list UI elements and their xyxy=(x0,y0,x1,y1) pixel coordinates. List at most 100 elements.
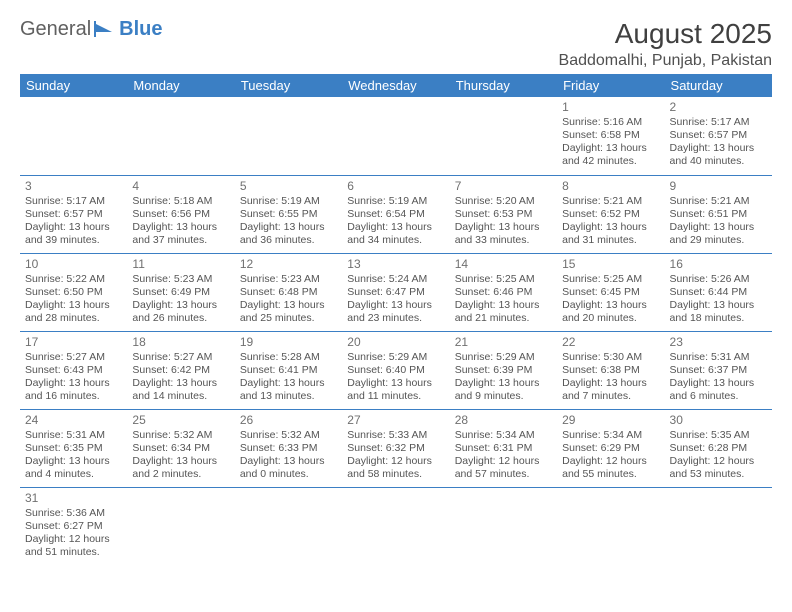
calendar-day: 26Sunrise: 5:32 AMSunset: 6:33 PMDayligh… xyxy=(235,409,342,487)
weekday-header: Sunday xyxy=(20,74,127,97)
calendar-day: 13Sunrise: 5:24 AMSunset: 6:47 PMDayligh… xyxy=(342,253,449,331)
daylight-line: Daylight: 12 hours and 57 minutes. xyxy=(455,455,552,481)
sunrise-line: Sunrise: 5:29 AM xyxy=(455,351,552,364)
day-number: 2 xyxy=(670,100,767,115)
day-number: 18 xyxy=(132,335,229,350)
sunrise-line: Sunrise: 5:34 AM xyxy=(455,429,552,442)
day-number: 4 xyxy=(132,179,229,194)
calendar-week: 17Sunrise: 5:27 AMSunset: 6:43 PMDayligh… xyxy=(20,331,772,409)
daylight-line: Daylight: 12 hours and 51 minutes. xyxy=(25,533,122,559)
calendar-day: 1Sunrise: 5:16 AMSunset: 6:58 PMDaylight… xyxy=(557,97,664,175)
daylight-line: Daylight: 13 hours and 28 minutes. xyxy=(25,299,122,325)
calendar-day: 23Sunrise: 5:31 AMSunset: 6:37 PMDayligh… xyxy=(665,331,772,409)
sunset-line: Sunset: 6:44 PM xyxy=(670,286,767,299)
day-number: 7 xyxy=(455,179,552,194)
daylight-line: Daylight: 13 hours and 6 minutes. xyxy=(670,377,767,403)
day-number: 3 xyxy=(25,179,122,194)
calendar-day: 6Sunrise: 5:19 AMSunset: 6:54 PMDaylight… xyxy=(342,175,449,253)
daylight-line: Daylight: 13 hours and 21 minutes. xyxy=(455,299,552,325)
sunset-line: Sunset: 6:54 PM xyxy=(347,208,444,221)
sunset-line: Sunset: 6:50 PM xyxy=(25,286,122,299)
daylight-line: Daylight: 13 hours and 33 minutes. xyxy=(455,221,552,247)
daylight-line: Daylight: 13 hours and 14 minutes. xyxy=(132,377,229,403)
sunrise-line: Sunrise: 5:25 AM xyxy=(562,273,659,286)
calendar-day: 4Sunrise: 5:18 AMSunset: 6:56 PMDaylight… xyxy=(127,175,234,253)
calendar-day: 5Sunrise: 5:19 AMSunset: 6:55 PMDaylight… xyxy=(235,175,342,253)
sunset-line: Sunset: 6:28 PM xyxy=(670,442,767,455)
sunrise-line: Sunrise: 5:27 AM xyxy=(132,351,229,364)
sunset-line: Sunset: 6:35 PM xyxy=(25,442,122,455)
day-number: 28 xyxy=(455,413,552,428)
day-number: 22 xyxy=(562,335,659,350)
header: General Blue August 2025 Baddomalhi, Pun… xyxy=(20,18,772,70)
day-number: 31 xyxy=(25,491,122,506)
sunrise-line: Sunrise: 5:32 AM xyxy=(240,429,337,442)
daylight-line: Daylight: 13 hours and 34 minutes. xyxy=(347,221,444,247)
sunrise-line: Sunrise: 5:19 AM xyxy=(240,195,337,208)
daylight-line: Daylight: 13 hours and 16 minutes. xyxy=(25,377,122,403)
calendar-day: 9Sunrise: 5:21 AMSunset: 6:51 PMDaylight… xyxy=(665,175,772,253)
calendar-day: 12Sunrise: 5:23 AMSunset: 6:48 PMDayligh… xyxy=(235,253,342,331)
sunset-line: Sunset: 6:38 PM xyxy=(562,364,659,377)
calendar-day: 3Sunrise: 5:17 AMSunset: 6:57 PMDaylight… xyxy=(20,175,127,253)
day-number: 14 xyxy=(455,257,552,272)
calendar-day: 16Sunrise: 5:26 AMSunset: 6:44 PMDayligh… xyxy=(665,253,772,331)
daylight-line: Daylight: 13 hours and 40 minutes. xyxy=(670,142,767,168)
daylight-line: Daylight: 13 hours and 2 minutes. xyxy=(132,455,229,481)
sunset-line: Sunset: 6:56 PM xyxy=(132,208,229,221)
sunrise-line: Sunrise: 5:34 AM xyxy=(562,429,659,442)
month-title: August 2025 xyxy=(559,18,772,50)
calendar-day: 11Sunrise: 5:23 AMSunset: 6:49 PMDayligh… xyxy=(127,253,234,331)
sunrise-line: Sunrise: 5:24 AM xyxy=(347,273,444,286)
weekday-header: Saturday xyxy=(665,74,772,97)
daylight-line: Daylight: 13 hours and 42 minutes. xyxy=(562,142,659,168)
calendar-day: 14Sunrise: 5:25 AMSunset: 6:46 PMDayligh… xyxy=(450,253,557,331)
sunset-line: Sunset: 6:43 PM xyxy=(25,364,122,377)
calendar-day: 31Sunrise: 5:36 AMSunset: 6:27 PMDayligh… xyxy=(20,487,127,565)
calendar-day-empty xyxy=(557,487,664,565)
sunrise-line: Sunrise: 5:17 AM xyxy=(670,116,767,129)
day-number: 16 xyxy=(670,257,767,272)
calendar-day: 15Sunrise: 5:25 AMSunset: 6:45 PMDayligh… xyxy=(557,253,664,331)
sunset-line: Sunset: 6:31 PM xyxy=(455,442,552,455)
calendar-day: 24Sunrise: 5:31 AMSunset: 6:35 PMDayligh… xyxy=(20,409,127,487)
sunrise-line: Sunrise: 5:23 AM xyxy=(240,273,337,286)
calendar-day: 19Sunrise: 5:28 AMSunset: 6:41 PMDayligh… xyxy=(235,331,342,409)
daylight-line: Daylight: 13 hours and 25 minutes. xyxy=(240,299,337,325)
logo: General Blue xyxy=(20,18,163,41)
sunset-line: Sunset: 6:58 PM xyxy=(562,129,659,142)
calendar-day-empty xyxy=(127,487,234,565)
sunset-line: Sunset: 6:57 PM xyxy=(670,129,767,142)
day-number: 13 xyxy=(347,257,444,272)
calendar-week: 1Sunrise: 5:16 AMSunset: 6:58 PMDaylight… xyxy=(20,97,772,175)
sunrise-line: Sunrise: 5:23 AM xyxy=(132,273,229,286)
calendar-day-empty xyxy=(235,487,342,565)
sunrise-line: Sunrise: 5:33 AM xyxy=(347,429,444,442)
sunset-line: Sunset: 6:39 PM xyxy=(455,364,552,377)
sunrise-line: Sunrise: 5:28 AM xyxy=(240,351,337,364)
calendar-day: 22Sunrise: 5:30 AMSunset: 6:38 PMDayligh… xyxy=(557,331,664,409)
day-number: 1 xyxy=(562,100,659,115)
sunrise-line: Sunrise: 5:22 AM xyxy=(25,273,122,286)
sunset-line: Sunset: 6:49 PM xyxy=(132,286,229,299)
day-number: 15 xyxy=(562,257,659,272)
calendar-day-empty xyxy=(342,97,449,175)
calendar-day: 7Sunrise: 5:20 AMSunset: 6:53 PMDaylight… xyxy=(450,175,557,253)
sunset-line: Sunset: 6:34 PM xyxy=(132,442,229,455)
sunset-line: Sunset: 6:40 PM xyxy=(347,364,444,377)
day-number: 25 xyxy=(132,413,229,428)
daylight-line: Daylight: 13 hours and 36 minutes. xyxy=(240,221,337,247)
sunset-line: Sunset: 6:33 PM xyxy=(240,442,337,455)
calendar-day-empty xyxy=(450,97,557,175)
daylight-line: Daylight: 13 hours and 7 minutes. xyxy=(562,377,659,403)
sunrise-line: Sunrise: 5:32 AM xyxy=(132,429,229,442)
calendar-week: 31Sunrise: 5:36 AMSunset: 6:27 PMDayligh… xyxy=(20,487,772,565)
day-number: 9 xyxy=(670,179,767,194)
sunset-line: Sunset: 6:32 PM xyxy=(347,442,444,455)
calendar-day: 2Sunrise: 5:17 AMSunset: 6:57 PMDaylight… xyxy=(665,97,772,175)
sunset-line: Sunset: 6:52 PM xyxy=(562,208,659,221)
sunset-line: Sunset: 6:41 PM xyxy=(240,364,337,377)
sunrise-line: Sunrise: 5:36 AM xyxy=(25,507,122,520)
sunrise-line: Sunrise: 5:19 AM xyxy=(347,195,444,208)
day-number: 17 xyxy=(25,335,122,350)
